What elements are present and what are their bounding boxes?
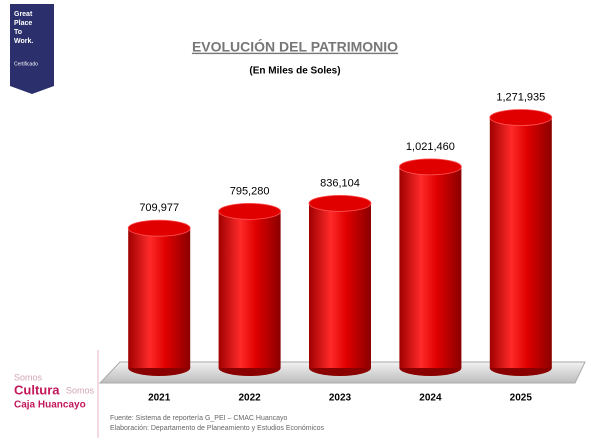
bar xyxy=(218,211,281,368)
bar-top xyxy=(398,158,462,176)
source: Elaboración: Departamento de Planeamient… xyxy=(110,425,325,432)
gptw-badge xyxy=(10,4,54,86)
gptw-text: Place xyxy=(14,20,32,27)
x-tick-label: 2024 xyxy=(419,393,442,404)
value-label: 795,280 xyxy=(230,185,270,197)
bar xyxy=(399,166,462,368)
bar xyxy=(128,228,191,368)
brand-text: Somos xyxy=(66,385,95,395)
gptw-text: To xyxy=(14,29,22,36)
bar-top xyxy=(218,202,282,220)
source: Fuente: Sistema de reportería G_PEI – CM… xyxy=(110,415,288,422)
value-label: 1,271,935 xyxy=(496,91,545,103)
x-tick-label: 2025 xyxy=(510,393,533,404)
bar-top xyxy=(127,219,191,237)
bar-top xyxy=(489,109,553,126)
value-label: 709,977 xyxy=(139,202,179,214)
brand-text: Caja Huancayo xyxy=(14,400,86,411)
gptw-text: Work. xyxy=(14,38,33,45)
bar-top xyxy=(308,194,372,212)
gptw-text: Certificado xyxy=(14,61,38,67)
bar xyxy=(309,203,371,368)
value-label: 1,021,460 xyxy=(406,141,455,153)
x-tick-label: 2022 xyxy=(238,393,261,404)
x-tick-label: 2021 xyxy=(148,393,171,404)
brand-text: Cultura xyxy=(14,382,60,397)
chart-title: EVOLUCIÓN DEL PATRIMONIO xyxy=(192,38,398,55)
value-label: 836,104 xyxy=(320,177,360,189)
gptw-badge-tip xyxy=(10,86,54,94)
gptw-text: Great xyxy=(14,11,33,18)
bar xyxy=(489,117,552,369)
chart-subtitle: (En Miles de Soles) xyxy=(249,66,340,77)
x-tick-label: 2023 xyxy=(329,393,352,404)
brand-text: Somos xyxy=(14,372,43,382)
